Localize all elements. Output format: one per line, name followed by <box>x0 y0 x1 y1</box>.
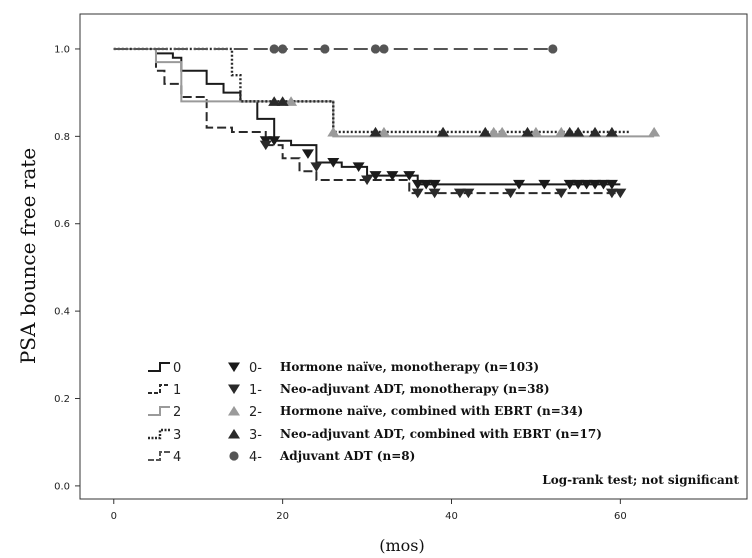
series-0-censor-marker <box>597 179 610 190</box>
series-0-censor-marker <box>580 179 593 190</box>
series-1-censor-marker <box>614 188 627 199</box>
series-0-censor-marker <box>352 162 365 173</box>
series-0-censor-marker <box>403 171 416 181</box>
legend-4-line <box>148 451 170 461</box>
series-0-censor-marker <box>605 179 618 190</box>
legend-1-line <box>148 384 170 394</box>
series-0-censor-marker <box>538 179 551 190</box>
series-1-censor-marker <box>428 188 441 199</box>
y-tick-label: 0.0 <box>54 481 70 492</box>
legend-4-marker <box>229 451 239 461</box>
series-2-censor-marker <box>377 126 390 137</box>
legend-4-text: Adjuvant ADT (n=8) <box>279 449 415 463</box>
legend-0-line <box>148 362 170 372</box>
series-3-censor-marker <box>437 126 450 137</box>
legend-4-number: 4- <box>249 450 262 465</box>
series-3-censor-marker <box>276 96 289 106</box>
y-tick-label: 0.8 <box>54 132 70 143</box>
series-3-censor-marker <box>563 126 576 137</box>
legend-0-id: 0 <box>173 361 181 376</box>
series-3-censor-marker <box>479 126 492 137</box>
series-2-censor-marker <box>327 126 340 137</box>
series-0-censor-marker <box>563 179 576 190</box>
series-0-censor-marker <box>327 158 340 168</box>
x-tick-label: 60 <box>614 511 627 522</box>
series-3-censor-marker <box>268 96 281 106</box>
series-0-censor-marker <box>268 136 281 146</box>
series-2-censor-marker <box>529 126 542 137</box>
legend-2-marker <box>228 405 240 416</box>
series-0-censor-marker <box>369 171 382 181</box>
legend-3-number: 3- <box>249 428 262 443</box>
x-axis: 0 20 40 60 <box>111 499 627 522</box>
series-1-line <box>113 47 621 195</box>
series-2-censor-marker <box>487 126 500 137</box>
y-tick-label: 0.6 <box>54 219 70 230</box>
y-tick-label: 1.0 <box>54 44 70 55</box>
series-0-line <box>113 47 621 186</box>
series-3-censor-marker <box>572 126 585 137</box>
x-tick-label: 40 <box>445 511 458 522</box>
x-tick-label: 0 <box>111 511 117 522</box>
y-axis-label: PSA bounce free rate <box>16 148 40 364</box>
series-4-censor-marker <box>278 44 288 54</box>
series-4-censor-marker <box>320 44 330 54</box>
y-axis: 0.0 0.2 0.4 0.6 0.8 1.0 <box>54 44 80 492</box>
series-0-censor-marker <box>513 179 526 190</box>
series-1-censor-marker <box>605 188 618 199</box>
legend-1-text: Neo-adjuvant ADT, monotherapy (n=38) <box>280 382 550 396</box>
series-0-censor-marker <box>428 179 441 190</box>
legend-2-number: 2- <box>249 405 262 420</box>
censor-markers <box>259 44 661 199</box>
series-0-censor-marker <box>386 171 399 181</box>
series-0-censor-marker <box>420 179 433 190</box>
x-tick-label: 20 <box>276 511 289 522</box>
series-4-censor-marker <box>370 44 381 54</box>
series-2-censor-marker <box>496 126 509 137</box>
series-1-censor-marker <box>411 188 424 199</box>
series-0-censor-marker <box>589 179 602 190</box>
legend-0-text: Hormone naïve, monotherapy (n=103) <box>280 360 539 374</box>
legend-2-line <box>148 406 170 416</box>
series-2-censor-marker <box>285 96 298 106</box>
series-3-censor-marker <box>369 126 382 137</box>
legend-3-marker <box>228 428 240 439</box>
legend-1-marker <box>228 384 240 395</box>
legend-2-text: Hormone naïve, combined with EBRT (n=34) <box>280 404 583 418</box>
y-tick-label: 0.2 <box>54 394 70 405</box>
series-2-censor-marker <box>555 126 568 137</box>
annotation: Log-rank test; not significant <box>542 473 739 487</box>
legend-0-number: 0- <box>249 361 262 376</box>
series-1-censor-marker <box>259 140 272 151</box>
x-axis-label: (mos) <box>379 536 425 555</box>
legend-0-marker <box>228 362 240 373</box>
series-1-censor-marker <box>555 188 568 199</box>
series-3-censor-marker <box>521 126 534 137</box>
series-0-censor-marker <box>411 179 424 190</box>
series-1-censor-marker <box>462 188 475 199</box>
series-3-censor-marker <box>589 126 602 137</box>
legend-4-id: 4 <box>173 450 181 465</box>
legend-3-line <box>148 428 170 440</box>
y-tick-label: 0.4 <box>54 307 70 318</box>
series-4-censor-marker <box>269 44 279 54</box>
series-4-censor-marker <box>379 44 389 54</box>
legend: 0 0- Hormone naïve, monotherapy (n=103) 1 1-… <box>148 360 602 465</box>
series-1-censor-marker <box>361 175 374 186</box>
series-1-censor-marker <box>310 162 323 173</box>
legend-3-text: Neo-adjuvant ADT, combined with EBRT (n=… <box>280 427 602 441</box>
series-3-censor-marker <box>605 126 618 137</box>
legend-3-id: 3 <box>173 428 181 443</box>
series-0-censor-marker <box>301 149 314 159</box>
series-0-censor-marker <box>572 179 585 190</box>
series-4-censor-marker <box>548 44 558 54</box>
series-2-censor-marker <box>648 126 661 137</box>
legend-2-id: 2 <box>173 405 181 420</box>
legend-1-id: 1 <box>173 383 181 398</box>
plot-frame <box>79 13 748 500</box>
series-1-censor-marker <box>453 188 466 199</box>
series-1-censor-marker <box>504 188 517 199</box>
legend-1-number: 1- <box>249 383 262 398</box>
